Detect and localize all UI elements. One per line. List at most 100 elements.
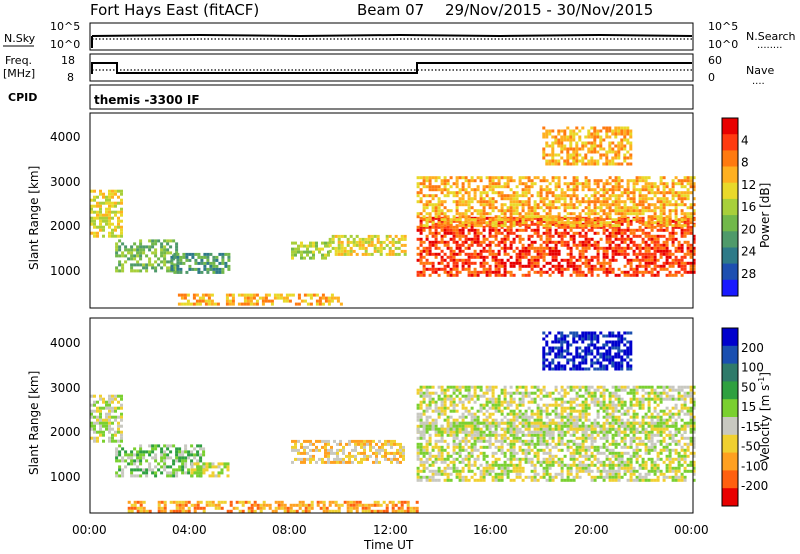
power-cell-8 bbox=[557, 159, 561, 163]
velocity-cell-0 bbox=[93, 409, 96, 413]
velocity-cell-3 bbox=[355, 503, 359, 507]
velocity-cell-0 bbox=[105, 406, 108, 410]
velocity-cell-3 bbox=[220, 500, 224, 504]
power-cell-0 bbox=[108, 207, 111, 211]
power-ytick-1000: 1000 bbox=[50, 264, 81, 278]
power-cell-1 bbox=[133, 263, 137, 267]
power-cell-6 bbox=[521, 273, 525, 277]
velocity-cell-3 bbox=[229, 509, 233, 513]
power-cell-1 bbox=[121, 254, 125, 258]
power-cell-7 bbox=[479, 224, 483, 228]
velocity-cell-3 bbox=[202, 509, 206, 513]
power-cell-6 bbox=[644, 249, 648, 253]
power-cell-7 bbox=[623, 209, 627, 213]
velocity-cell-5 bbox=[443, 439, 447, 443]
velocity-cell-5 bbox=[497, 475, 501, 479]
power-cell-7 bbox=[662, 194, 666, 198]
velocity-cell-5 bbox=[623, 466, 627, 470]
velocity-cell-5 bbox=[644, 475, 648, 479]
power-cell-5 bbox=[364, 240, 368, 244]
velocity-cell-5 bbox=[422, 466, 426, 470]
power-cell-6 bbox=[458, 246, 462, 250]
power-cell-6 bbox=[689, 231, 693, 235]
velocity-cell-1 bbox=[184, 456, 188, 460]
velocity-cell-5 bbox=[620, 445, 624, 449]
power-cell-7 bbox=[443, 224, 447, 228]
power-cell-6 bbox=[446, 222, 450, 226]
velocity-cell-5 bbox=[452, 460, 456, 464]
nave-tick-bottom: 0 bbox=[708, 71, 715, 84]
power-cell-6 bbox=[566, 222, 570, 226]
power-cell-7 bbox=[467, 209, 471, 213]
velocity-cell-4 bbox=[291, 439, 294, 443]
power-cell-7 bbox=[485, 185, 489, 189]
date-range: 29/Nov/2015 - 30/Nov/2015 bbox=[445, 1, 653, 19]
power-cell-7 bbox=[428, 194, 432, 198]
power-cell-8 bbox=[617, 150, 621, 154]
velocity-cell-4 bbox=[399, 460, 402, 464]
freq-label: Freq. bbox=[5, 54, 32, 67]
power-cell-8 bbox=[551, 141, 555, 145]
velocity-cell-5 bbox=[590, 436, 594, 440]
power-cell-3 bbox=[300, 299, 304, 303]
velocity-cell-5 bbox=[497, 472, 501, 476]
power-cell-7 bbox=[512, 206, 516, 210]
power-cell-6 bbox=[662, 264, 666, 268]
power-cell-7 bbox=[587, 212, 591, 216]
power-cell-0 bbox=[102, 234, 105, 238]
velocity-cell-5 bbox=[476, 433, 480, 437]
velocity-cell-3 bbox=[169, 500, 173, 504]
power-cell-8 bbox=[623, 147, 627, 151]
velocity-cell-4 bbox=[318, 448, 321, 452]
velocity-cell-5 bbox=[476, 457, 480, 461]
power-cell-6 bbox=[485, 243, 489, 247]
velocity-cell-5 bbox=[461, 424, 465, 428]
velocity-cell-5 bbox=[512, 442, 516, 446]
velocity-cell-5 bbox=[422, 475, 426, 479]
power-cell-6 bbox=[512, 261, 516, 265]
velocity-cell-4 bbox=[348, 454, 351, 458]
power-cell-4 bbox=[291, 256, 294, 260]
velocity-cell-3 bbox=[349, 506, 353, 510]
velocity-cell-5 bbox=[611, 472, 615, 476]
power-cell-6 bbox=[596, 249, 600, 253]
power-cell-1 bbox=[154, 266, 158, 270]
power-cell-6 bbox=[494, 234, 498, 238]
power-cell-6 bbox=[584, 261, 588, 265]
power-cell-7 bbox=[590, 212, 594, 216]
power-cell-7 bbox=[440, 200, 444, 204]
power-cell-7 bbox=[584, 221, 588, 225]
velocity-cell-5 bbox=[494, 445, 498, 449]
velocity-cell-5 bbox=[596, 424, 600, 428]
velocity-cell-5 bbox=[614, 478, 618, 482]
velocity-cell-5 bbox=[443, 457, 447, 461]
power-cell-6 bbox=[554, 240, 558, 244]
velocity-cell-5 bbox=[629, 460, 633, 464]
velocity-cell-5 bbox=[605, 439, 609, 443]
velocity-cell-5 bbox=[584, 469, 588, 473]
power-cell-6 bbox=[578, 267, 582, 271]
velocity-cell-3 bbox=[247, 509, 251, 513]
power-cell-7 bbox=[638, 194, 642, 198]
velocity-cell-3 bbox=[397, 506, 401, 510]
velocity-cell-1 bbox=[154, 465, 158, 469]
velocity-cell-4 bbox=[294, 448, 297, 452]
power-cell-7 bbox=[461, 194, 465, 198]
power-cell-6 bbox=[584, 234, 588, 238]
power-cell-6 bbox=[524, 228, 528, 232]
power-cell-8 bbox=[602, 153, 606, 157]
power-cell-6 bbox=[578, 240, 582, 244]
power-cell-6 bbox=[428, 273, 432, 277]
velocity-cell-1 bbox=[157, 468, 161, 472]
power-cell-7 bbox=[620, 194, 624, 198]
power-cell-6 bbox=[458, 270, 462, 274]
freq-tick-top: 18 bbox=[61, 54, 75, 67]
power-cell-7 bbox=[692, 185, 696, 189]
power-cell-7 bbox=[479, 212, 483, 216]
velocity-cell-5 bbox=[464, 448, 468, 452]
power-cell-8 bbox=[626, 141, 630, 145]
power-cell-7 bbox=[557, 194, 561, 198]
velocity-cell-0 bbox=[93, 400, 96, 404]
power-cell-5 bbox=[370, 234, 374, 238]
power-cell-6 bbox=[662, 252, 666, 256]
